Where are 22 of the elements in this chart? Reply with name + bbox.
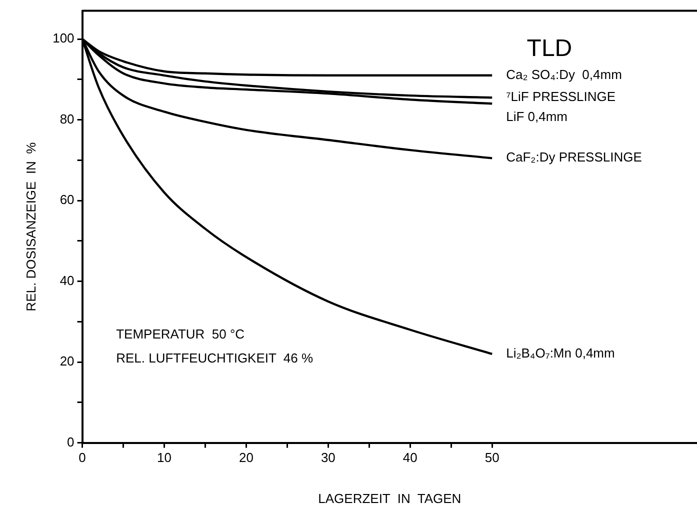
series-label: Ca₂ SO₄:Dy 0,4mm (506, 66, 622, 82)
y-tick-label: 100 (52, 30, 74, 46)
y-axis-title: REL. DOSISANZEIGE IN % (23, 142, 38, 312)
annotation: REL. LUFTFEUCHTIGKEIT 46 % (116, 350, 314, 366)
x-tick-label: 10 (157, 450, 172, 466)
x-axis-title: LAGERZEIT IN TAGEN (318, 490, 462, 506)
y-tick-label: 80 (60, 111, 74, 126)
y-tick-label: 0 (67, 434, 74, 450)
x-tick-label: 0 (78, 450, 86, 466)
y-tick-label: 60 (60, 192, 74, 208)
y-tick-label: 20 (60, 354, 74, 369)
series-label: CaF₂:Dy PRESSLINGE (506, 150, 642, 165)
series-label: Li₂B₄O₇:Mn 0,4mm (506, 346, 615, 361)
x-tick-label: 30 (320, 450, 336, 466)
annotation: TEMPERATUR 50 °C (116, 326, 245, 342)
x-tick-label: 40 (402, 450, 418, 466)
series-label: ⁷LiF PRESSLINGE (506, 89, 616, 104)
x-tick-label: 20 (238, 450, 254, 466)
series-label: LiF 0,4mm (506, 109, 568, 124)
text: TLD (526, 34, 572, 62)
y-tick-label: 40 (60, 272, 74, 288)
x-tick-label: 50 (484, 450, 500, 466)
